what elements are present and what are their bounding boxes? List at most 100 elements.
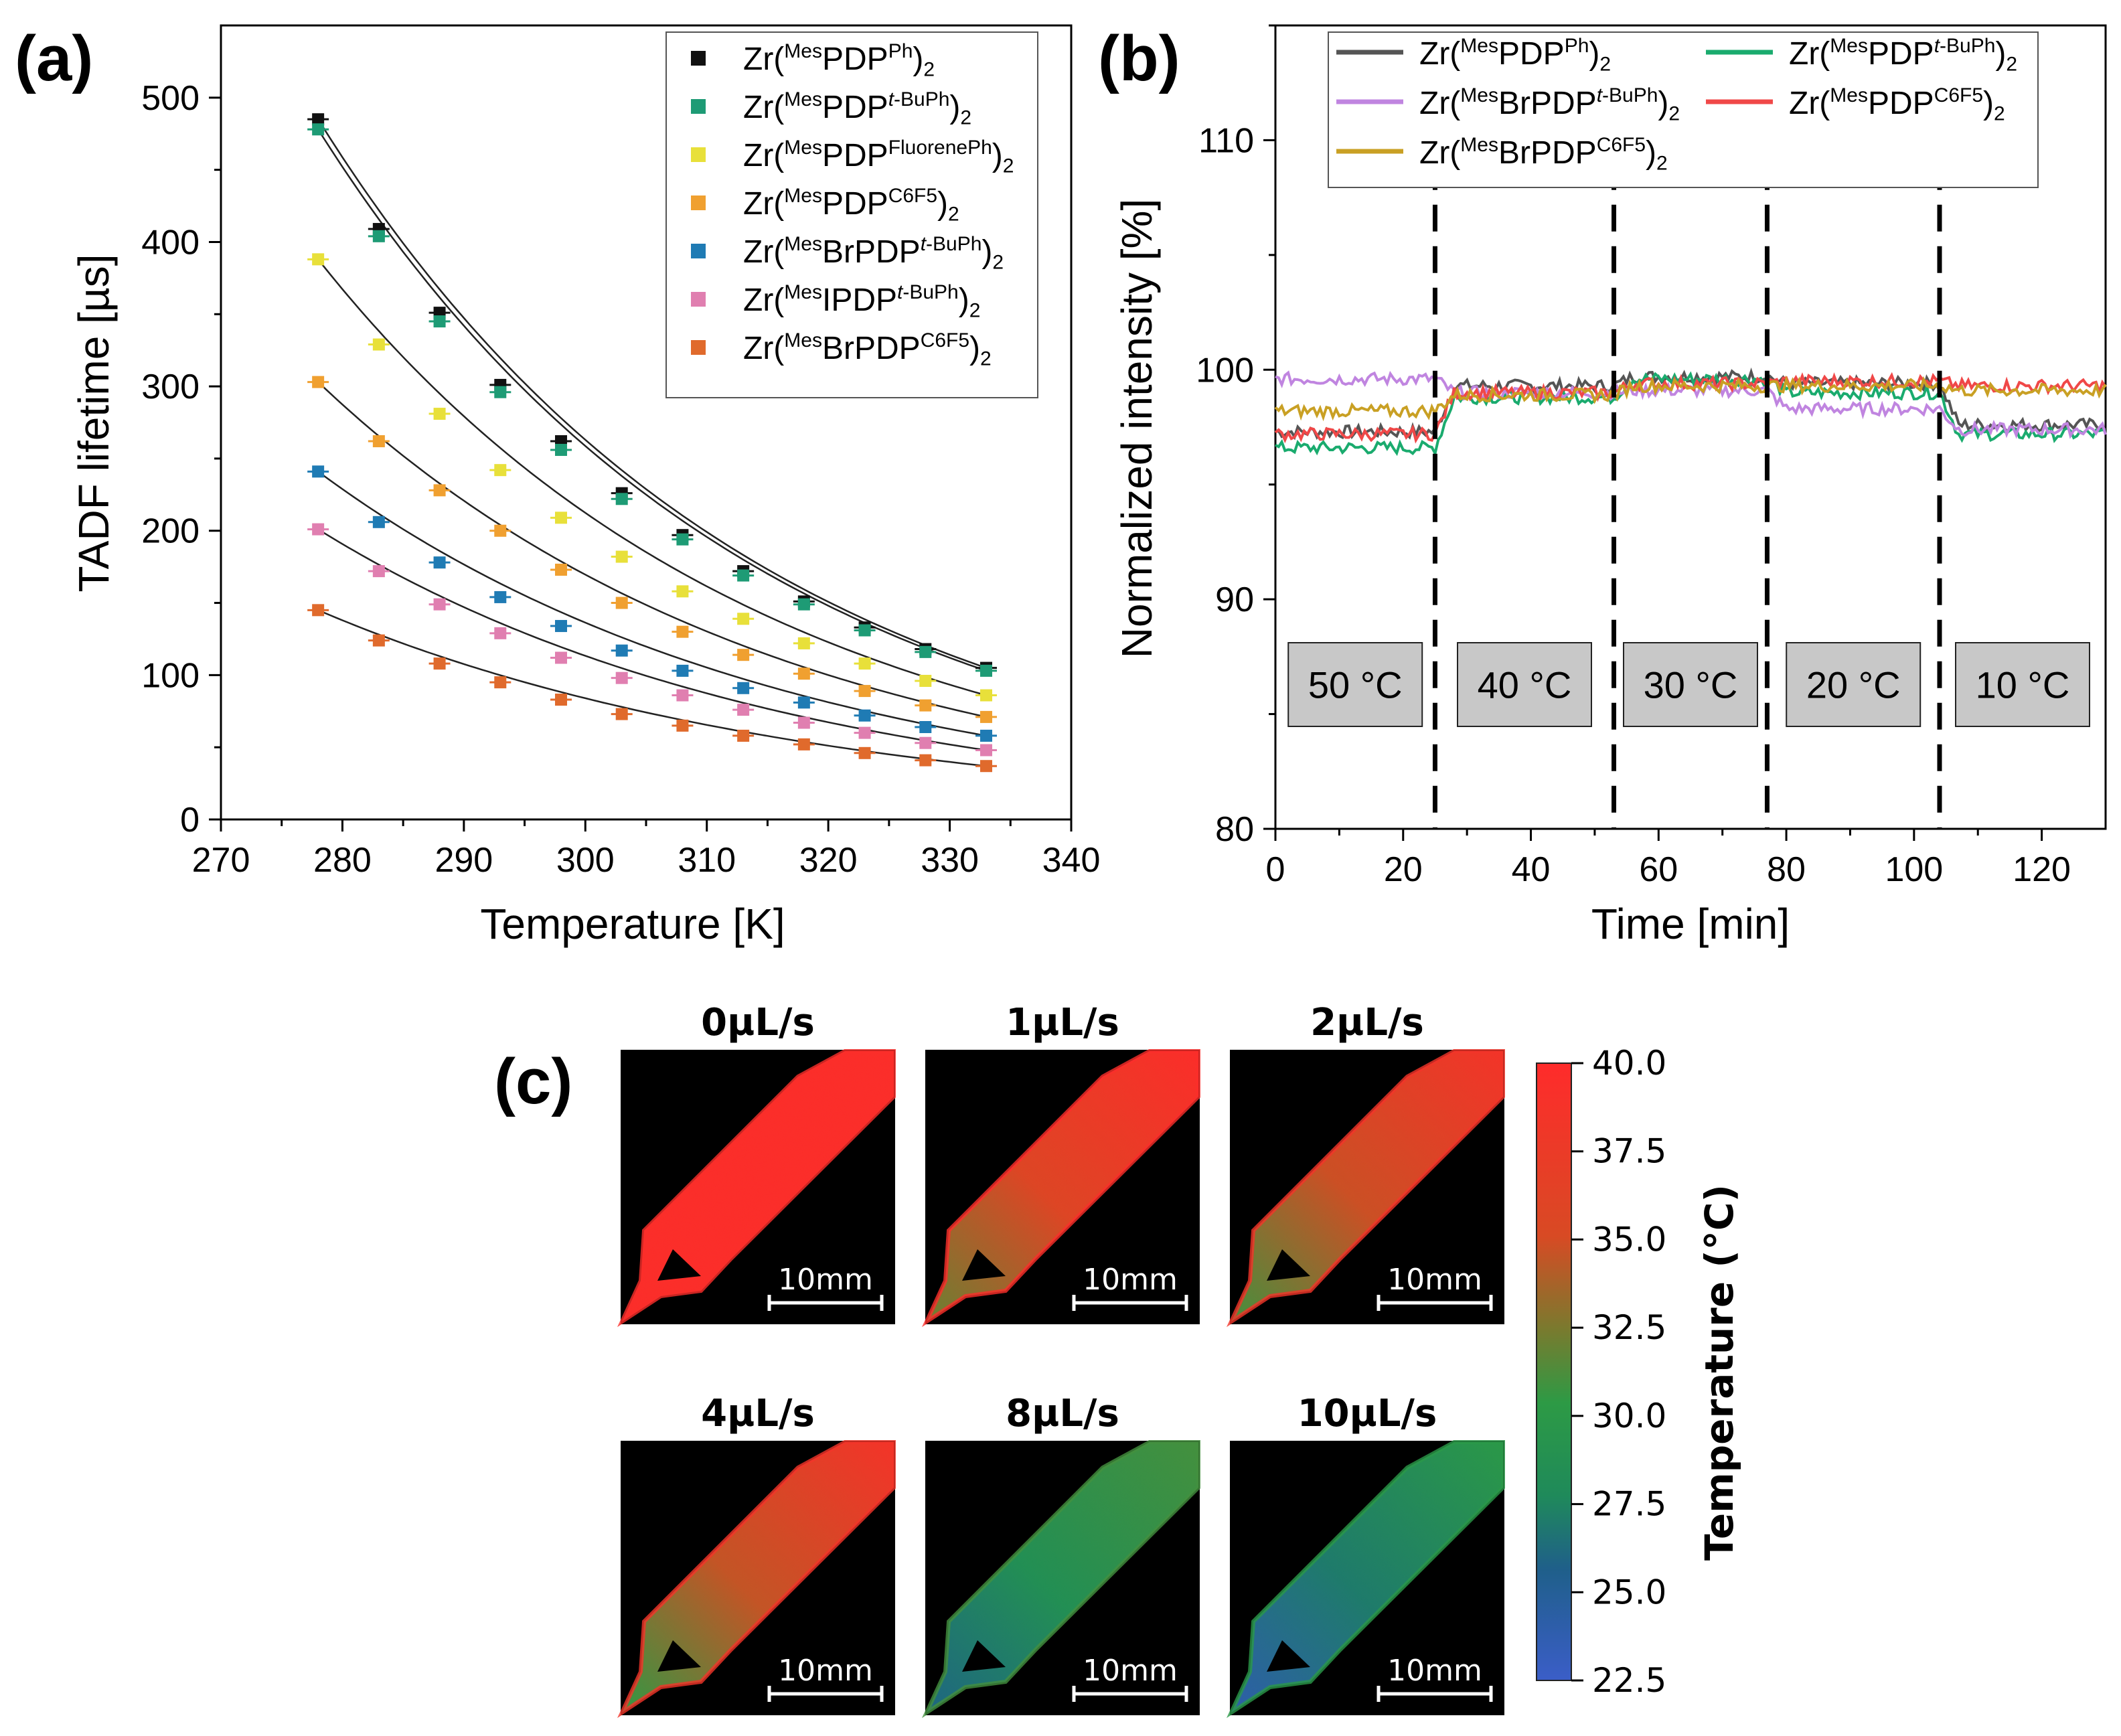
panel-a-data-point [433,315,446,328]
panel-a-data-point [676,533,689,546]
panel-a-legend-marker [691,340,706,355]
scale-bar-label: 10mm [1083,1654,1178,1688]
panel-b-temperature-label: 50 °C [1308,664,1403,706]
colorbar-tick-label: 32.5 [1592,1308,1666,1347]
heatmap-title: 2µL/s [1310,1001,1424,1044]
panel-a-data-point [615,708,628,720]
panel-a-data-point [797,738,810,751]
heatmap-title: 1µL/s [1006,1001,1119,1044]
heatmap-title: 8µL/s [1006,1392,1119,1435]
panel-a-y-tick-label: 300 [141,368,200,406]
panel-a-data-point [858,726,871,739]
heatmap-panel: 2µL/s 10mm [1226,1001,1505,1328]
panel-b-plot-frame [1274,24,2107,830]
panel-b-x-tick-label: 60 [1639,850,1678,889]
panel-a-x-tick-label: 340 [1042,841,1101,880]
panel-b-chart: (b) 0 20 40 60 80 100 120 80 90 100 110 50 °C 40 °C… [1098,23,2107,948]
panel-a-data-point [433,598,446,611]
panel-a-data-point [858,657,871,670]
heatmap-texture [1231,1051,1503,1322]
panel-a-legend-marker [691,147,706,162]
panel-a-data-point [555,620,567,633]
colorbar-tick-label: 35.0 [1592,1220,1666,1259]
panel-a-fit-line [317,258,987,696]
panel-a-y-tick-label: 0 [180,801,200,840]
panel-a-data-point [919,699,932,712]
panel-a-x-tick-label: 310 [678,841,736,880]
colorbar-label: Temperature (°C) [1697,1184,1742,1561]
panel-a-x-tick-label: 270 [192,841,250,880]
panel-a-data-point [919,645,932,658]
panel-b-temperature-label: 40 °C [1478,664,1572,706]
colorbar [1536,1062,1572,1681]
heatmap-edge [1226,1440,1505,1719]
heatmap-title: 0µL/s [701,1001,815,1044]
panel-b-series-line [1274,375,2107,422]
panel-a-data-point [555,443,567,456]
panel-a-data-point [615,550,628,563]
panel-a-fit-line [317,119,987,669]
panel-a-data-point [494,464,507,477]
panel-a-legend: Zr(MesPDPPh)2 Zr(MesPDPt-BuPh)2 Zr(MesPDPF… [691,40,1014,370]
panel-a-data-point [980,664,992,677]
panel-a-data-point [555,651,567,664]
panel-a-data-point [494,386,507,398]
panel-b-x-tick-label: 40 [1512,850,1551,889]
scale-bar-label: 10mm [1387,1654,1482,1688]
scale-bar-label: 10mm [1083,1263,1178,1297]
heatmap-title: 10µL/s [1298,1392,1437,1435]
panel-b-y-axis-label: Normalized intensity [%] [1113,199,1161,658]
panel-a-data-point [980,744,992,757]
panel-b-dashed-lines [1432,163,1942,829]
colorbar-tick-label: 30.0 [1592,1397,1666,1435]
panel-a-data-point [615,597,628,609]
panel-a-data-point [737,649,750,661]
panel-b-temperature-box [1786,642,1921,727]
panel-a-data-point [433,657,446,670]
panel-a-fit-line [317,609,987,767]
panel-b-axes: 0 20 40 60 80 100 120 80 90 100 110 [1196,24,2071,889]
panel-a-data-point [372,516,385,528]
panel-a-data-point [980,710,992,723]
panel-a-legend-marker [691,195,706,210]
panel-b-temperature-label: 20 °C [1806,664,1901,706]
panel-b-y-tick-label: 80 [1215,810,1254,849]
panel-a-data-point [312,604,325,617]
colorbar-tick-label: 25.0 [1592,1573,1666,1611]
heatmap-edge [921,1049,1200,1328]
heatmap-panel: 1µL/s 10mm [921,1001,1200,1328]
panel-a-data-point [858,685,871,698]
heatmap-edge [617,1049,896,1328]
panel-a-data-point [372,565,385,578]
panel-a-data-point [858,709,871,722]
heatmap-inlet-void [657,1249,701,1281]
panel-a-data-point [372,435,385,448]
panel-a-x-tick-label: 280 [313,841,372,880]
panel-a-legend-box [665,31,1038,398]
scale-bar-label: 10mm [1387,1263,1482,1297]
panel-a-data-point [676,625,689,638]
panel-a-data-point [797,716,810,729]
panel-b-x-tick-label: 120 [2013,850,2071,889]
panel-a-data-point [919,736,932,749]
colorbar-tick-label: 37.5 [1592,1132,1666,1171]
panel-a-data-point [372,338,385,351]
panel-label-b: (b) [1098,23,1180,94]
panel-b-legend-label: Zr(MesPDPPh)2 [1419,35,1611,76]
panel-a-data-point [494,524,507,537]
panel-a-data-point [797,637,810,649]
colorbar-tick-label: 27.5 [1592,1485,1666,1524]
panel-a-data-point [858,624,871,637]
panel-a-y-tick-label: 100 [141,656,200,695]
panel-b-legend-label: Zr(MesPDPt-BuPh)2 [1789,35,2017,76]
panel-b-temperature-boxes: 50 °C 40 °C 30 °C 20 °C 10 °C [1287,642,2090,727]
panel-a-data-point [312,253,325,266]
panel-b-series-line [1275,371,2106,458]
panel-a-y-tick-label: 200 [141,512,200,551]
panel-a-x-tick-label: 320 [799,841,858,880]
panel-a-legend-label: Zr(MesPDPPh)2 [743,40,935,81]
panel-a-data-point [615,493,628,505]
heatmap-texture [622,1442,894,1713]
panel-a-y-tick-label: 500 [141,79,200,118]
